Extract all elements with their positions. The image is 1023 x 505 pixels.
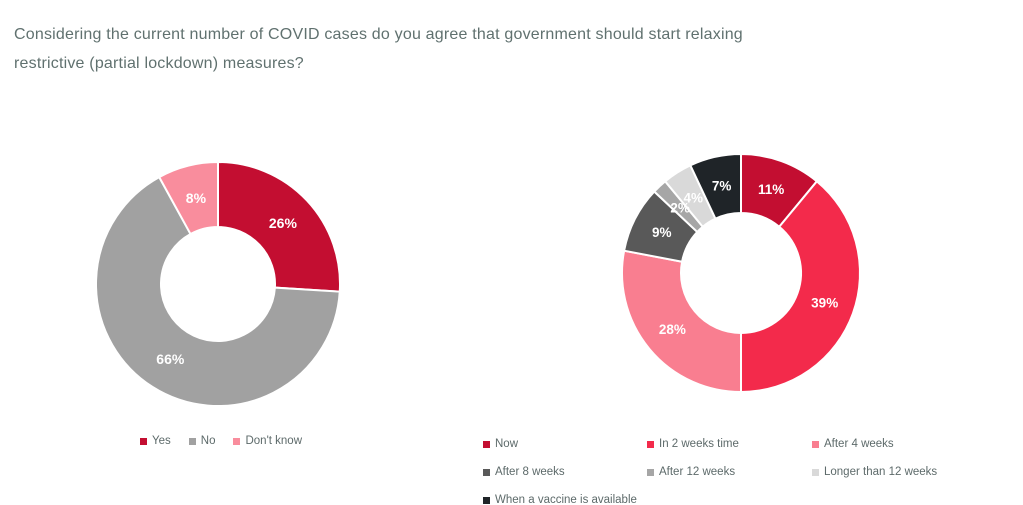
data-label-no: 66% — [156, 351, 185, 367]
data-label-when-a-vaccine-is-available: 7% — [712, 179, 732, 194]
legend-item-yes: Yes — [140, 434, 171, 448]
legend-label-when-a-vaccine-is-available: When a vaccine is available — [495, 494, 637, 505]
legend-swatch-in-2-weeks-time — [647, 440, 654, 448]
legend-label-after-12-weeks: After 12 weeks — [659, 466, 736, 478]
data-label-in-2-weeks-time: 39% — [811, 296, 838, 311]
legend-swatch-no — [188, 437, 196, 445]
legend-label-don-t-know: Don't know — [245, 435, 302, 447]
slice-yes — [217, 160, 341, 293]
legend-label-yes: Yes — [152, 435, 171, 447]
data-label-longer-than-12-weeks: 4% — [684, 190, 704, 205]
legend-swatch-after-8-weeks — [483, 468, 490, 476]
data-label-after-4-weeks: 28% — [659, 322, 686, 337]
data-label-now: 11% — [758, 182, 784, 197]
data-label-yes: 26% — [269, 215, 298, 231]
data-label-after-12-weeks: 2% — [670, 201, 690, 216]
legend-swatch-after-12-weeks — [647, 468, 654, 476]
legend-swatch-now — [483, 440, 490, 448]
legend-item-in-2-weeks-time: In 2 weeks time — [647, 430, 812, 458]
slice-when-a-vaccine-is-available — [688, 152, 742, 221]
slice-don-t-know — [157, 160, 219, 236]
legend-item-don-t-know: Don't know — [233, 434, 302, 448]
data-label-after-8-weeks: 9% — [652, 225, 672, 240]
page-title: Considering the current number of COVID … — [14, 20, 974, 78]
legend-item-longer-than-12-weeks: Longer than 12 weeks — [812, 458, 1023, 486]
donut-chart-agree: 26% 66% 8% — [95, 160, 341, 408]
slice-no — [95, 175, 341, 408]
legend-item-no: No — [188, 434, 216, 448]
slice-in-2-weeks-time — [740, 179, 861, 394]
legend-swatch-after-4-weeks — [812, 440, 819, 448]
data-label-don-t-know: 8% — [186, 190, 207, 206]
donut-chart-when: 11% 39% 28% 9% 2%4% 7% — [621, 152, 861, 394]
legend-when: Now In 2 weeks time After 4 weeks After 8 w… — [483, 430, 1023, 505]
legend-label-in-2-weeks-time: In 2 weeks time — [659, 438, 739, 450]
page-title-line2: restrictive (partial lockdown) measures? — [14, 55, 304, 72]
legend-label-after-8-weeks: After 8 weeks — [495, 466, 565, 478]
legend-item-after-4-weeks: After 4 weeks — [812, 430, 1023, 458]
legend-label-now: Now — [495, 438, 519, 450]
legend-item-after-12-weeks: After 12 weeks — [647, 458, 812, 486]
legend-item-when-a-vaccine-is-available: When a vaccine is available — [483, 486, 647, 505]
legend-item-now: Now — [483, 430, 647, 458]
legend-label-no: No — [200, 435, 216, 447]
legend-swatch-don-t-know — [233, 437, 241, 445]
legend-swatch-longer-than-12-weeks — [812, 468, 819, 476]
legend-swatch-when-a-vaccine-is-available — [483, 496, 490, 504]
legend-label-after-4-weeks: After 4 weeks — [824, 438, 894, 450]
legend-agree: Yes No Don't know — [140, 434, 302, 448]
page-title-line1: Considering the current number of COVID … — [14, 26, 743, 43]
slice-after-4-weeks — [621, 249, 742, 394]
legend-item-after-8-weeks: After 8 weeks — [483, 458, 647, 486]
legend-swatch-yes — [140, 437, 147, 445]
legend-label-longer-than-12-weeks: Longer than 12 weeks — [824, 466, 938, 478]
